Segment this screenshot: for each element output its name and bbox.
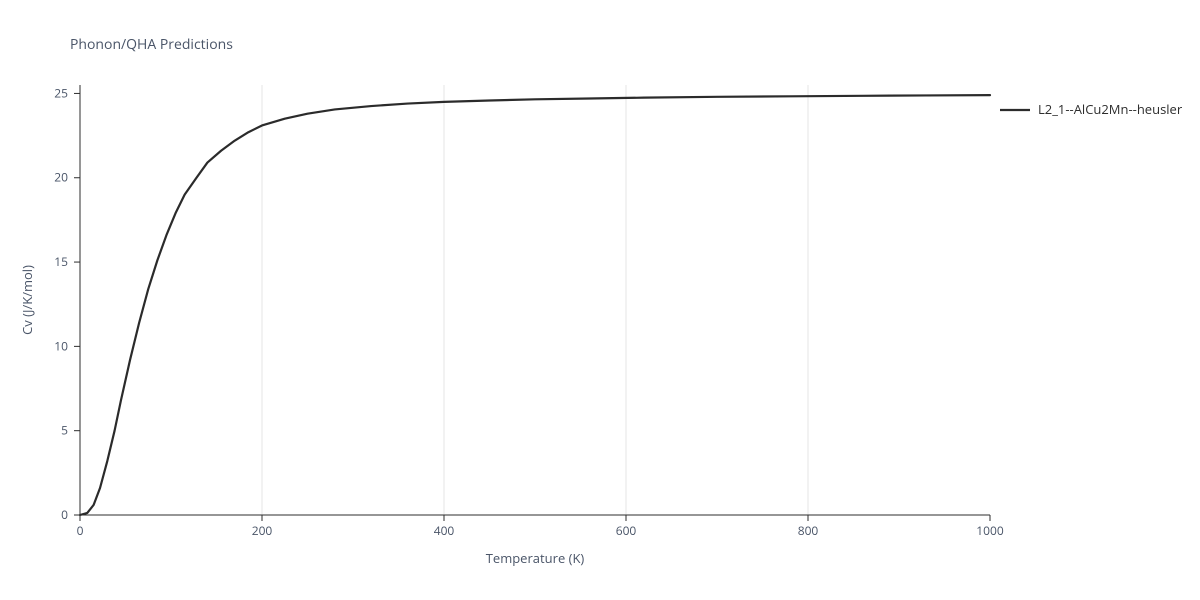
xtick-label: 800 [798, 522, 819, 539]
xtick-label: 0 [77, 522, 84, 539]
xtick-label: 400 [434, 522, 455, 539]
ytick-label: 0 [61, 506, 68, 523]
ytick-label: 20 [54, 169, 68, 186]
xtick-label: 600 [616, 522, 637, 539]
x-axis-label: Temperature (K) [486, 549, 585, 567]
y-axis-label: Cv (J/K/mol) [18, 265, 36, 335]
series-line [80, 95, 990, 515]
ytick-label: 15 [54, 253, 68, 270]
ytick-label: 5 [61, 422, 68, 439]
xtick-label: 200 [252, 522, 273, 539]
chart-title: Phonon/QHA Predictions [70, 35, 233, 54]
chart-container: { "chart": { "type": "line", "title": "P… [0, 0, 1200, 600]
ytick-label: 10 [54, 337, 68, 354]
xtick-label: 1000 [976, 522, 1004, 539]
ytick-label: 25 [54, 84, 68, 101]
legend-label: L2_1--AlCu2Mn--heusler [1038, 100, 1183, 118]
chart-svg: 0 200 400 600 800 1000 0 5 10 15 20 25 Temperature (… [0, 0, 1200, 600]
